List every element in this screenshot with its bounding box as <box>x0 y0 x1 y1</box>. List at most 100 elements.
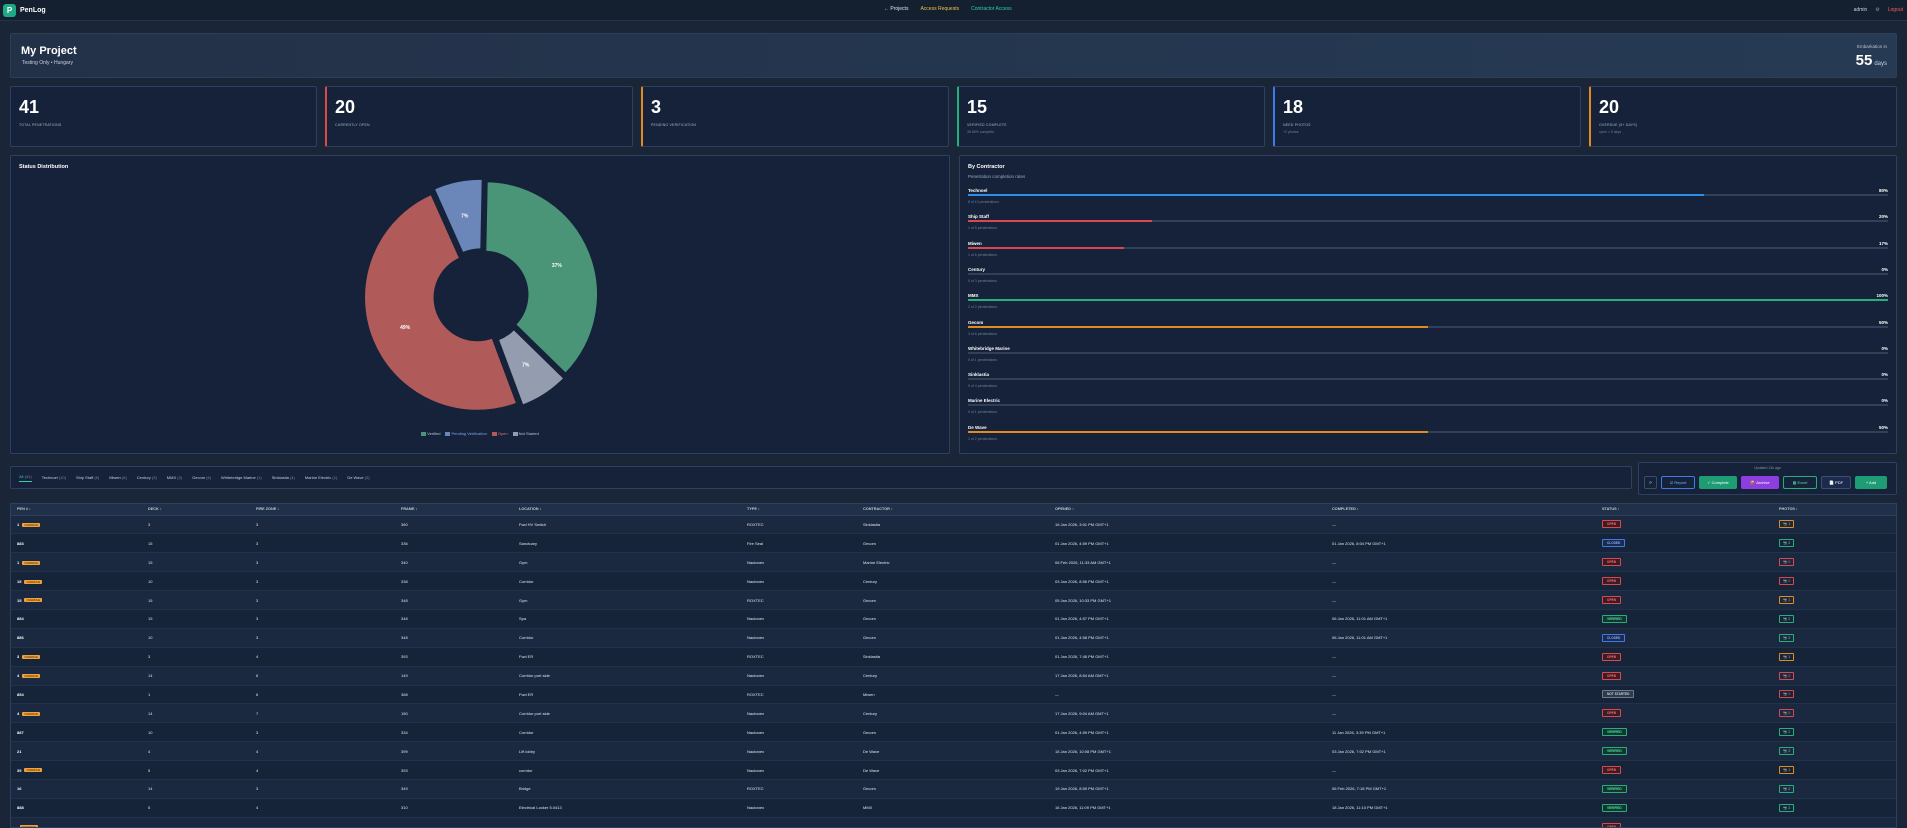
table-cell: 348 <box>395 628 513 648</box>
pie-slice-verified[interactable] <box>484 180 599 375</box>
photos-button[interactable]: 📷 2 <box>1779 614 1795 623</box>
photos-button[interactable]: 📷 0 <box>1779 690 1795 699</box>
table-cell: 15 <box>142 609 250 629</box>
pie-slice-pending-verification[interactable] <box>433 178 484 254</box>
settings-icon[interactable]: ⚙ <box>1875 7 1880 13</box>
contractor-row[interactable]: Ship Staff 20% 1 of 5 penetrations <box>968 214 1888 240</box>
table-row[interactable]: 884 15 3 348 Spa Nautonex Gecom 01 Jan 2026, 4:… <box>11 609 1896 629</box>
stat-card[interactable]: 3 PENDING VERIFICATION <box>641 86 949 147</box>
contractor-row[interactable]: Century 0% 0 of 3 penetrations <box>968 267 1888 293</box>
refresh-button[interactable]: ⟳ <box>1644 476 1657 489</box>
photos-button[interactable]: 📷 2 <box>1779 784 1795 793</box>
contractor-row[interactable]: Technoel 80% 8 of 10 penetrations <box>968 188 1888 214</box>
stat-card[interactable]: 41 TOTAL PENETRATIONS <box>10 86 317 147</box>
tab-mmx[interactable]: MMX (2) <box>167 475 182 480</box>
tab-miwen[interactable]: Miwen (6) <box>109 475 127 480</box>
contractor-row[interactable]: Marine Electric 0% 0 of 1 penetrations <box>968 398 1888 424</box>
legend-item[interactable]: Verified <box>421 431 440 436</box>
tab-marine-electric[interactable]: Marine Electric (1) <box>305 475 337 480</box>
column-header[interactable]: DECK ↕ <box>142 504 250 516</box>
tab-century[interactable]: Century (3) <box>137 475 157 480</box>
add-button[interactable]: + Add <box>1855 476 1887 489</box>
contractor-row[interactable]: Sinklastia 0% 0 of 4 penetrations <box>968 372 1888 398</box>
contractor-row[interactable]: Miwen 17% 1 of 6 penetrations <box>968 241 1888 267</box>
table-row[interactable]: 15 OVERDUE 15 3 348 Gym ROXTEC Gecom 05 Jan 2026… <box>11 590 1896 610</box>
photos-button[interactable]: 📷 2 <box>1779 803 1795 812</box>
photos-button[interactable]: 📷 0 <box>1779 709 1795 718</box>
contractor-row[interactable]: Gecom 50% 3 of 6 penetrations <box>968 320 1888 346</box>
report-button[interactable]: ☑ Report <box>1661 476 1695 489</box>
nav-contractor-access-link[interactable]: Contractor Access <box>971 6 1012 12</box>
legend-item[interactable]: Open <box>491 431 508 436</box>
table-row[interactable]: 887 10 3 334 Corridor Nautonex Gecom 01 Jan 202… <box>11 722 1896 743</box>
table-row[interactable]: 883 15 3 336 Sanctuary Fire Seal Gecom 01 Jan 2… <box>11 533 1896 554</box>
tab-whitebridge-marine[interactable]: Whitebridge Marine (1) <box>221 475 262 480</box>
table-row[interactable]: 21 4 4 399 Lift lobby Nautonex De Wave 15 Jan 2… <box>11 741 1896 762</box>
tab-sinklastia[interactable]: Sinklastia (4) <box>272 475 295 480</box>
stat-card[interactable]: 18 NEED PHOTOS +2 photos <box>1273 86 1581 147</box>
photos-button[interactable]: 📷 1 <box>1779 520 1795 529</box>
chart-legend: Verified Pending Verification Open Not Star… <box>11 431 949 436</box>
photos-button[interactable]: 📷 1 <box>1779 766 1795 775</box>
column-header[interactable]: LOCATION ↕ <box>513 504 741 516</box>
column-header[interactable]: OPENED ↕ <box>1049 504 1326 516</box>
photos-button[interactable]: 📷 0 <box>1779 671 1795 680</box>
photos-button[interactable]: 📷 2 <box>1779 728 1795 737</box>
table-row[interactable]: 16 14 3 349 Bridge ROXTEC Gecom 19 Jan 2026, 8:… <box>11 779 1896 799</box>
archive-button[interactable]: 📦 Archive <box>1741 476 1779 489</box>
status-cell: OPEN <box>1596 760 1773 780</box>
stat-card[interactable]: 20 CURRENTLY OPEN <box>325 86 633 147</box>
pie-slice-open[interactable] <box>363 193 518 412</box>
column-header[interactable]: TYPE ↕ <box>741 504 857 516</box>
column-header[interactable]: STATUS ↕ <box>1596 504 1773 516</box>
table-row[interactable]: 1 OVERDUE 15 3 340 Gym Nautonex Marine Electric… <box>11 552 1896 573</box>
table-row[interactable]: 39 OVERDUE 5 4 393 corridor Nautonex De Wave 03 … <box>11 760 1896 780</box>
legend-item[interactable]: Pending Verification <box>445 431 487 436</box>
table-cell: Marine Electric <box>857 552 1049 573</box>
contractor-row[interactable]: Whitebridge Marine 0% 0 of 1 penetration… <box>968 346 1888 372</box>
column-header[interactable]: FRAME ↕ <box>395 504 513 516</box>
tab-de-wave[interactable]: De Wave (2) <box>347 475 369 480</box>
column-header[interactable]: PEN # ↕ <box>11 504 142 516</box>
stat-card[interactable]: 20 OVERDUE (5+ DAYS) open > 5 days <box>1589 86 1897 147</box>
column-header[interactable]: COMPLETED ↕ <box>1326 504 1596 516</box>
tab-all[interactable]: All (41) <box>19 474 32 482</box>
column-header[interactable]: PHOTOS ↕ <box>1773 504 1896 516</box>
stat-card[interactable]: 15 VERIFIED COMPLETE 36.59% complete <box>957 86 1265 147</box>
photos-cell: 📷 2 <box>1773 609 1896 629</box>
legend-item[interactable]: Not Started <box>512 431 539 436</box>
table-row[interactable]: 15 OVERDUE 10 3 338 Corridor Nautonex Century 03… <box>11 571 1896 592</box>
tab-gecom[interactable]: Gecom (6) <box>192 475 211 480</box>
table-row[interactable]: 4 OVERDUE 14 7 150 Corridor port side Nautonex… <box>11 703 1896 724</box>
logout-link[interactable]: Logout <box>1887 7 1903 13</box>
table-row[interactable]: 4 OVERDUE 14 6 149 Corridor port side Nautonex… <box>11 666 1896 686</box>
table-row[interactable]: 3 OVERDUE 3 4 393 Fwd ER ROXTEC Sinklastia 01 Ja… <box>11 647 1896 667</box>
photos-button[interactable]: 📷 0 <box>1779 558 1795 567</box>
embarkation-days: 55 <box>1855 52 1873 69</box>
tab-ship-staff[interactable]: Ship Staff (5) <box>76 475 99 480</box>
column-header[interactable]: FIRE ZONE ↕ <box>250 504 395 516</box>
photos-button[interactable]: 📷 2 <box>1779 633 1795 642</box>
photos-button[interactable]: 📷 1 <box>1779 652 1795 661</box>
photos-button[interactable]: 📷 0 <box>1779 577 1795 586</box>
table-row[interactable]: 886 10 3 348 Corridor Nautonex Gecom 01 Jan 202… <box>11 628 1896 648</box>
photos-button[interactable]: 📷 2 <box>1779 539 1795 548</box>
nav-access-requests-link[interactable]: Access Requests <box>920 6 960 12</box>
tab-technoel[interactable]: Technoel (10) <box>42 475 66 480</box>
contractor-row[interactable]: De Wave 50% 1 of 2 penetrations <box>968 425 1888 451</box>
pie-slice-not-started[interactable] <box>497 328 566 407</box>
table-row[interactable]: OVERDUE OPEN <box>11 817 1896 827</box>
excel-button[interactable]: ▦ Excel <box>1783 476 1817 489</box>
overdue-badge: OVERDUE <box>24 768 43 773</box>
table-row[interactable]: 888 5 4 310 Electrical Locker 5.0413 Nautonex… <box>11 798 1896 818</box>
table-row[interactable]: 854 1 6 368 Fwd ER ROXTEC Miwen — — NOT STARTED 📷 … <box>11 685 1896 705</box>
nav-projects-link[interactable]: ← Projects <box>884 6 909 12</box>
column-header[interactable]: CONTRACTOR ↕ <box>857 504 1049 516</box>
photos-button[interactable]: 📷 2 <box>1779 747 1795 756</box>
status-badge: OPEN <box>1602 558 1622 567</box>
complete-button[interactable]: ✓ Complete <box>1699 476 1737 489</box>
pdf-button[interactable]: 📄 PDF <box>1821 476 1851 489</box>
contractor-row[interactable]: MMX 100% 2 of 2 penetrations <box>968 293 1888 319</box>
table-row[interactable]: 1 OVERDUE 3 3 360 Fwd HV Switch ROXTEC Sinklast… <box>11 515 1896 535</box>
photos-button[interactable]: 📷 1 <box>1779 596 1795 604</box>
